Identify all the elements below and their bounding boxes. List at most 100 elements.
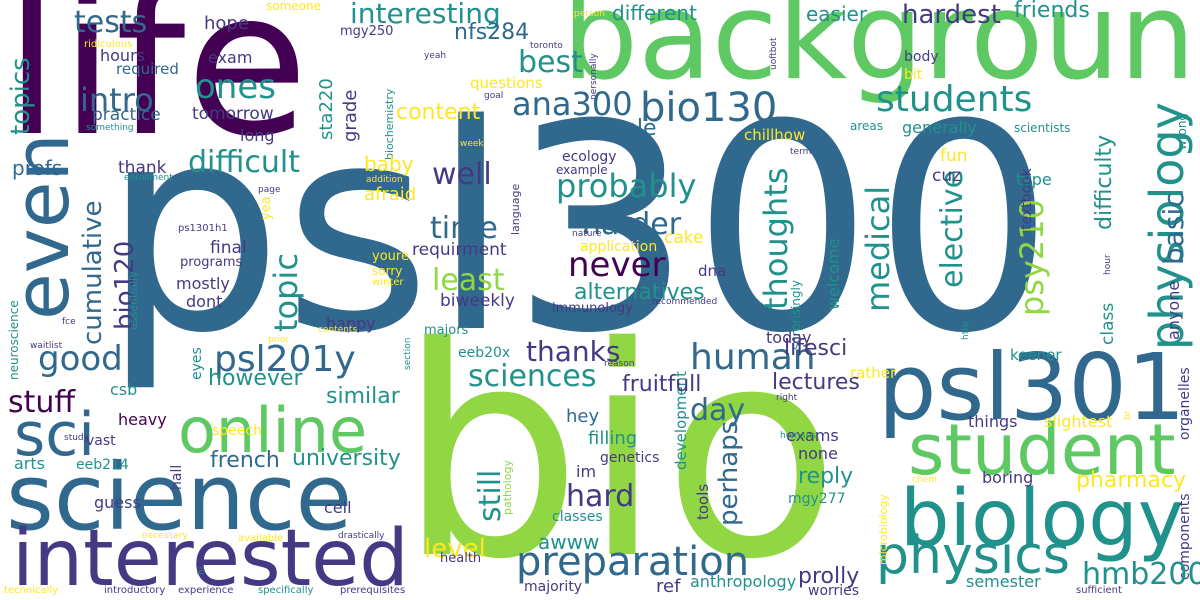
word-cuz: cuz bbox=[932, 166, 962, 186]
word-profs: profs bbox=[12, 156, 63, 180]
word-topic: topic bbox=[267, 253, 305, 332]
word-prerequisites: prerequisites bbox=[340, 585, 406, 596]
word-level: level bbox=[424, 534, 486, 564]
word-hope: hope bbox=[204, 13, 249, 34]
word-long: long bbox=[240, 126, 275, 145]
word-happy: happy bbox=[326, 314, 376, 333]
word-waitlist: waitlist bbox=[30, 341, 63, 351]
word-chillhow: chillhow bbox=[744, 126, 806, 144]
word-right: right bbox=[776, 393, 798, 403]
word-prior: prior bbox=[268, 335, 290, 345]
word-csb: csb bbox=[110, 380, 138, 399]
word-microbiology: microbiology bbox=[877, 494, 890, 565]
word-generally: generally bbox=[902, 118, 977, 137]
word-goal: goal bbox=[484, 91, 504, 101]
word-body: body bbox=[904, 49, 939, 65]
word-ref: ref bbox=[656, 576, 681, 597]
word-student: student bbox=[908, 409, 1176, 491]
word-final: final bbox=[210, 238, 247, 258]
word-slightest: slightest bbox=[1044, 412, 1113, 431]
word-thoughts: thoughts bbox=[757, 167, 795, 311]
word-health: health bbox=[440, 551, 482, 566]
word-worries: worries bbox=[808, 583, 860, 599]
word-week: week bbox=[460, 139, 484, 149]
word-keener: keener bbox=[1010, 346, 1062, 364]
word-university: university bbox=[292, 446, 401, 471]
word-things: things bbox=[968, 412, 1018, 431]
word-youre: youre bbox=[372, 249, 409, 264]
word-content: content bbox=[396, 100, 481, 125]
word-organelles: organelles bbox=[1177, 367, 1193, 440]
word-none: none bbox=[798, 444, 838, 463]
word-science: science bbox=[6, 444, 353, 551]
word-specifically: specifically bbox=[258, 585, 314, 596]
word-afraid: afraid bbox=[364, 184, 417, 205]
word-hall: hall bbox=[169, 464, 185, 490]
word-online: online bbox=[178, 394, 368, 467]
word-practice: practice bbox=[92, 105, 161, 125]
word-mgy250: mgy250 bbox=[340, 24, 394, 39]
word-well: well bbox=[432, 157, 492, 192]
word-speech: speech bbox=[212, 423, 262, 439]
word-medical: medical bbox=[859, 185, 897, 312]
word-thanks: thanks bbox=[526, 335, 621, 368]
word-reason: reason bbox=[604, 359, 635, 369]
word-different: different bbox=[612, 1, 697, 25]
word-lectures: lectures bbox=[772, 370, 860, 395]
word-mgy277: mgy277 bbox=[788, 491, 846, 507]
word-uoftbot: uoftbot bbox=[769, 37, 779, 71]
word-best: best bbox=[518, 45, 583, 80]
word-sci: sci bbox=[14, 400, 95, 470]
word-day: day bbox=[690, 393, 746, 428]
word-friends: friends bbox=[1014, 0, 1090, 23]
word-type: type bbox=[1016, 170, 1052, 189]
word-people: people bbox=[582, 116, 657, 141]
word-humans: humans bbox=[780, 431, 817, 441]
word-br: br bbox=[1123, 410, 1133, 420]
word-vast: vast bbox=[86, 433, 116, 449]
word-tomorrow: tomorrow bbox=[192, 104, 274, 124]
word-anyone: anyone bbox=[1164, 280, 1183, 340]
word-stuff: stuff bbox=[8, 385, 76, 420]
word-rather: rather bbox=[850, 364, 897, 382]
word-necessary: necessary bbox=[142, 531, 188, 541]
word-human: human bbox=[690, 337, 816, 378]
word-bit: bit bbox=[904, 67, 923, 83]
word-language: language bbox=[509, 183, 522, 235]
word-interested: interested bbox=[12, 514, 409, 600]
word-genetics: genetics bbox=[600, 450, 660, 466]
word-harder: harder bbox=[582, 207, 682, 242]
word-available: available bbox=[238, 533, 284, 544]
word-enrollment: enrollment bbox=[124, 173, 173, 183]
word-cumulative: cumulative bbox=[78, 200, 108, 345]
word-sorry: sorry bbox=[372, 264, 403, 278]
word-topics: topics bbox=[6, 57, 36, 135]
word-hey: hey bbox=[566, 406, 600, 427]
word-ridiculous: ridiculous bbox=[84, 39, 133, 50]
word-person: person bbox=[574, 9, 605, 19]
word-questions: questions bbox=[470, 74, 543, 92]
word-guess: guess bbox=[94, 493, 141, 512]
word-fun: fun bbox=[940, 146, 968, 166]
word-exam: exam bbox=[208, 48, 253, 67]
word-tools: tools bbox=[694, 483, 712, 520]
word-psl201y: psl201y bbox=[214, 339, 356, 380]
word-hi: hi bbox=[197, 566, 207, 575]
word-interesting: interesting bbox=[350, 0, 501, 30]
word-study: study bbox=[64, 433, 89, 443]
word-cake: cake bbox=[664, 228, 704, 248]
word-time: time bbox=[430, 211, 498, 246]
word-biochemistry: biochemistry bbox=[383, 88, 396, 160]
word-welcome: welcome bbox=[824, 238, 843, 310]
word-dna: dna bbox=[698, 262, 727, 280]
word-bio: bio bbox=[398, 286, 841, 600]
word-hours: hours bbox=[100, 46, 145, 65]
word-ecology: ecology bbox=[562, 149, 617, 165]
word-background: background bbox=[562, 0, 1200, 107]
word-drastically: drastically bbox=[338, 531, 385, 541]
word-mostly: mostly bbox=[176, 274, 230, 293]
word-majority: majority bbox=[524, 579, 583, 595]
word-never: never bbox=[568, 245, 666, 285]
word-winter: winter bbox=[372, 277, 404, 288]
